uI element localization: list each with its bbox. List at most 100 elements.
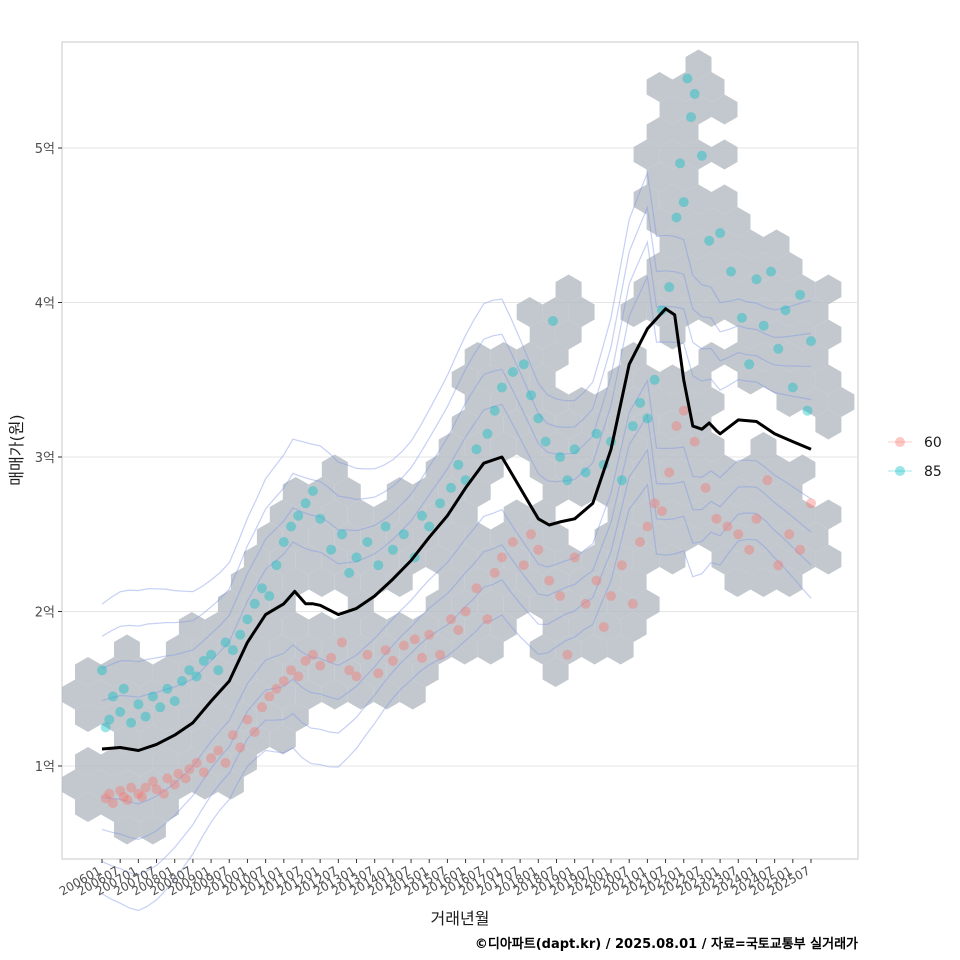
hexbin-cell	[360, 612, 387, 642]
hexbin-cell	[282, 612, 309, 642]
point-85	[126, 717, 137, 728]
hexbin-cell	[178, 612, 205, 642]
hexbin-cell	[763, 364, 790, 395]
point-85	[104, 714, 115, 725]
hexbin-cell	[685, 499, 712, 530]
point-85	[100, 722, 111, 733]
hexbin-cell	[191, 724, 218, 755]
point-60	[133, 788, 144, 799]
hexbin-cell	[711, 184, 738, 215]
hexbin-cell	[269, 724, 296, 755]
hexbin-cell	[763, 229, 790, 260]
hexbin-cell	[165, 679, 192, 710]
hexbin-cell	[269, 544, 296, 575]
hexbin-cell	[490, 432, 517, 462]
hexbin-cell	[529, 409, 556, 440]
hexbin-cell	[490, 387, 517, 417]
hexbin-cell	[152, 792, 179, 822]
hexbin-cell	[633, 139, 660, 170]
hexbin-cell	[243, 589, 270, 620]
point-85	[649, 374, 660, 385]
hexbin-cell	[347, 499, 374, 530]
hexbin-cell	[360, 522, 387, 552]
point-85	[417, 510, 427, 521]
hexbin-cell	[620, 567, 647, 597]
hexbin-cell	[581, 544, 608, 575]
hexbin-cell	[620, 297, 647, 327]
hexbin-cell	[230, 747, 257, 777]
hexbin-cell	[295, 544, 322, 575]
point-85	[387, 544, 398, 555]
hexbin-cell	[568, 477, 595, 507]
hexbin-cell	[529, 499, 556, 530]
point-85	[591, 428, 602, 439]
hexbin-cell	[529, 319, 556, 350]
hexbin-cell	[347, 679, 374, 710]
hexbin-cell	[438, 612, 465, 642]
point-60	[806, 498, 816, 509]
hexbin-cell	[555, 319, 582, 350]
hexbin-cell	[503, 499, 530, 530]
point-60	[344, 665, 355, 676]
point-85	[351, 552, 362, 563]
hexbin-cell	[399, 634, 426, 665]
hexbin-cell	[256, 702, 283, 732]
point-60	[326, 652, 337, 663]
point-85	[555, 452, 566, 462]
hexbin-cell	[386, 477, 413, 507]
point-60	[744, 544, 755, 555]
hexbin-cell	[204, 702, 231, 732]
hexbin-cell	[490, 522, 517, 552]
hexbin-cell	[763, 274, 790, 305]
hexbin-cell	[568, 387, 595, 417]
hexbin-cell	[243, 724, 270, 755]
legend-item-85: 85	[888, 464, 942, 480]
hexbin-cell	[724, 567, 751, 597]
hexbin-cell	[516, 297, 543, 327]
hexbin-cell	[659, 94, 686, 125]
hexbin-cell	[334, 567, 361, 597]
hexbin-cell	[737, 319, 764, 350]
point-60	[293, 671, 304, 682]
hexbin-cell	[555, 454, 582, 485]
point-85	[198, 655, 209, 666]
hexbin-cell	[451, 364, 478, 395]
trend-line	[101, 307, 812, 752]
hexbin-cell	[750, 477, 777, 507]
hexbin-cell	[815, 544, 842, 575]
point-85	[766, 266, 776, 277]
hexbin-cell	[62, 679, 88, 710]
hexbin-cell	[295, 499, 322, 530]
hexbin-cell	[542, 387, 569, 417]
hexbin-cell	[451, 409, 478, 440]
point-60	[398, 640, 409, 651]
hexbin-cell	[607, 634, 634, 665]
hexbin-cell	[127, 702, 153, 732]
hexbin-cell	[633, 544, 660, 575]
hexbin-cell	[594, 387, 621, 417]
point-85	[686, 112, 696, 123]
hexbin-cell	[282, 477, 309, 507]
hexbin-cell	[321, 454, 348, 485]
hexbin-cell	[724, 297, 751, 327]
hexbin-cell	[581, 634, 608, 665]
hexbin-cell	[101, 657, 127, 687]
hexbin-cell	[373, 679, 400, 710]
hexbin-cell	[672, 162, 699, 192]
hexbin-cell	[789, 364, 816, 395]
hexbin-cell	[672, 72, 699, 102]
hexbin-cell	[503, 364, 530, 395]
hexbin-cell	[503, 409, 530, 440]
hexbin-cell	[490, 612, 517, 642]
hexbin-cell	[815, 319, 842, 350]
hexbin-cell	[815, 499, 842, 530]
point-85	[675, 158, 686, 169]
point-85	[806, 336, 816, 347]
hexbin-cell	[750, 522, 777, 552]
legend-key-85	[895, 466, 905, 476]
point-60	[206, 753, 217, 764]
point-60	[671, 421, 682, 432]
hexbin-cell	[386, 567, 413, 597]
point-60	[278, 676, 289, 686]
hexbin-cell	[698, 297, 725, 327]
